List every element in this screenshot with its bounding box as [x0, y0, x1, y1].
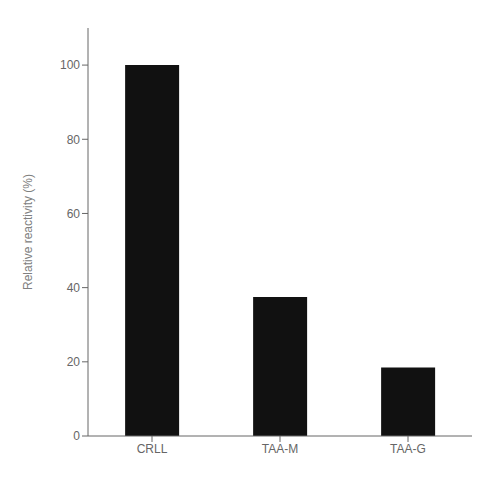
svg-text:60: 60 [67, 207, 81, 221]
svg-text:40: 40 [67, 281, 81, 295]
svg-text:TAA-M: TAA-M [262, 442, 298, 456]
svg-text:CRLL: CRLL [137, 442, 168, 456]
svg-text:TAA-G: TAA-G [390, 442, 426, 456]
svg-text:20: 20 [67, 355, 81, 369]
svg-text:100: 100 [60, 58, 80, 72]
svg-text:80: 80 [67, 133, 81, 147]
svg-text:Relative reactivity (%): Relative reactivity (%) [21, 174, 35, 290]
svg-text:0: 0 [73, 429, 80, 443]
